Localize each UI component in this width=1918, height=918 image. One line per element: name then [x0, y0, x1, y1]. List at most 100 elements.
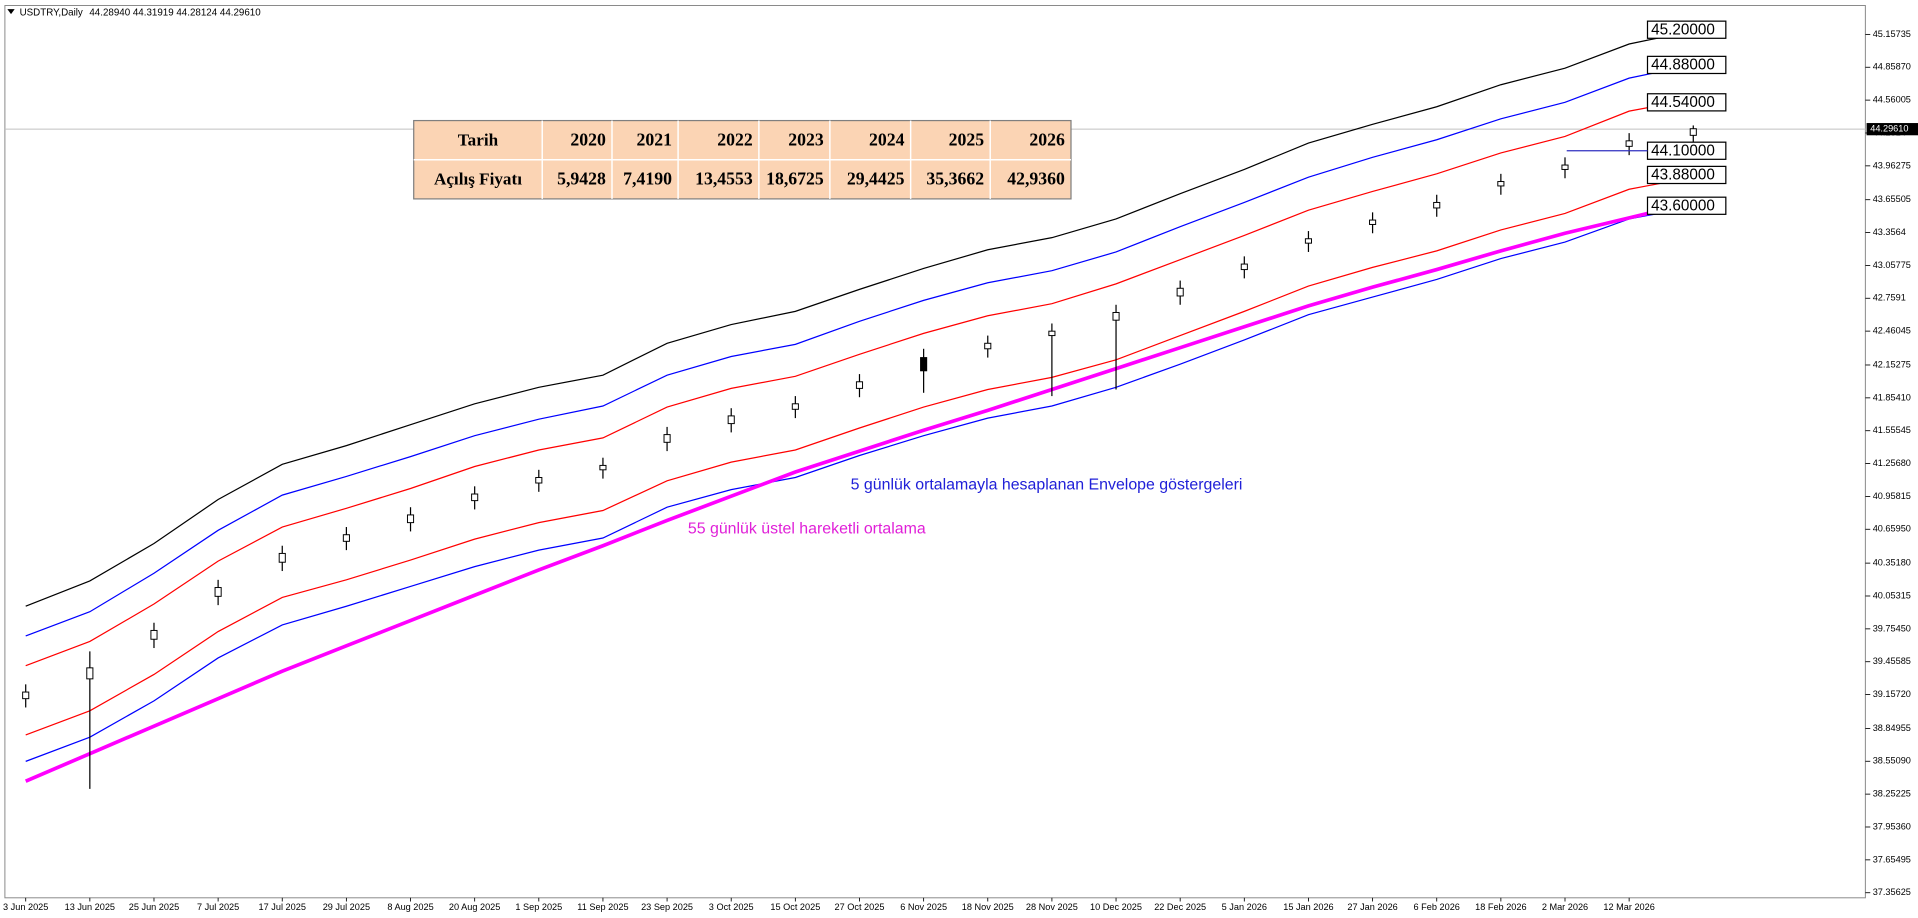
- candle-body: [1176, 287, 1184, 297]
- candle-body: [727, 415, 735, 425]
- x-tick-label: 6 Nov 2025: [900, 902, 947, 912]
- x-tick-label: 28 Nov 2025: [1026, 902, 1078, 912]
- table-cell: 2022: [717, 129, 753, 149]
- y-tick-label: 40.95815: [1873, 491, 1911, 501]
- table-cell: 2023: [788, 129, 824, 149]
- plot-frame: [4, 5, 1866, 899]
- candle-body: [1625, 140, 1633, 147]
- y-tick-label: 38.84955: [1873, 723, 1911, 733]
- table-cell: 7,4190: [623, 169, 672, 189]
- y-tick-label: 44.85870: [1873, 62, 1911, 72]
- table-cell: 2026: [1029, 129, 1065, 149]
- table-cell: 18,6725: [766, 169, 824, 189]
- candle-body: [663, 434, 671, 443]
- candle-body: [855, 381, 864, 389]
- candle-body: [599, 464, 607, 471]
- level-box: [1646, 20, 1727, 39]
- y-tick-label: 40.65950: [1873, 524, 1911, 534]
- indicator-line: [25, 206, 1694, 762]
- candle-body: [86, 667, 94, 680]
- price-table: Tarih 2020 2021 2022 2023 2024 2025 2026 Açılış …: [413, 119, 1072, 200]
- x-tick-label: 15 Oct 2025: [770, 902, 820, 912]
- table-cell: 2020: [570, 129, 606, 149]
- y-tick-label: 37.35625: [1873, 887, 1911, 897]
- level-box: [1646, 55, 1727, 75]
- y-tick-label: 45.15735: [1873, 29, 1911, 39]
- candle-body: [278, 552, 286, 563]
- table-cell: 2021: [637, 129, 672, 149]
- x-tick-label: 23 Sep 2025: [641, 902, 693, 912]
- y-tick-label: 39.45585: [1873, 656, 1911, 666]
- level-label: 44.88000: [1651, 57, 1715, 74]
- candle-body: [920, 357, 928, 372]
- y-tick-label: 38.25225: [1873, 789, 1911, 799]
- x-tick-label: 1 Sep 2025: [515, 902, 562, 912]
- level-label: 44.10000: [1651, 142, 1715, 159]
- x-tick-label: 18 Feb 2026: [1475, 902, 1526, 912]
- candle-body: [471, 493, 479, 502]
- x-tick-label: 13 Jun 2025: [65, 902, 115, 912]
- indicator-line: [24, 200, 1694, 783]
- y-tick-label: 43.05775: [1873, 260, 1911, 270]
- current-price-box: [1866, 123, 1918, 136]
- candle-body: [1689, 128, 1697, 136]
- x-tick-label: 10 Dec 2025: [1090, 902, 1142, 912]
- x-tick-label: 17 Jul 2025: [259, 902, 306, 912]
- table-cell: 2025: [949, 129, 985, 149]
- annotation: 55 günlük üstel hareketli ortalama: [688, 521, 926, 538]
- level-box: [1646, 196, 1727, 215]
- indicator-line: [25, 98, 1694, 667]
- candle-body: [214, 587, 222, 597]
- y-tick-label: 37.95360: [1873, 821, 1911, 831]
- table-cell: 5,9428: [557, 169, 606, 189]
- indicator-line: [25, 64, 1694, 637]
- table-cell: 29,4425: [847, 169, 905, 189]
- level-box: [1646, 93, 1727, 112]
- indicator-line: [25, 176, 1694, 736]
- y-tick-label: 43.3564: [1873, 227, 1906, 237]
- y-tick-label: 42.15275: [1873, 359, 1911, 369]
- x-tick-label: 7 Jul 2025: [197, 902, 239, 912]
- y-tick-label: 41.85410: [1873, 392, 1911, 402]
- y-tick-label: 44.56005: [1873, 95, 1911, 105]
- x-tick-label: 29 Jul 2025: [323, 902, 370, 912]
- y-tick-label: 41.55545: [1873, 425, 1911, 435]
- y-tick-label: 38.55090: [1873, 756, 1911, 766]
- x-tick-label: 20 Aug 2025: [449, 902, 500, 912]
- symbol-title: USDTRY,Daily: [20, 7, 83, 18]
- level-label: 44.54000: [1651, 94, 1715, 111]
- y-tick-label: 39.15720: [1873, 689, 1911, 699]
- level-label: 43.60000: [1651, 197, 1715, 214]
- y-tick-label: 40.35180: [1873, 558, 1911, 568]
- candle-body: [406, 514, 415, 524]
- candle-body: [1561, 164, 1569, 170]
- level-label: 43.88000: [1651, 167, 1715, 184]
- x-tick-label: 27 Jan 2026: [1347, 902, 1397, 912]
- candle-body: [535, 477, 543, 484]
- x-tick-label: 11 Sep 2025: [577, 902, 628, 912]
- level-label: 45.20000: [1651, 21, 1715, 38]
- current-price-label: 44.29610: [1870, 124, 1908, 134]
- candle-body: [22, 691, 30, 700]
- menu-arrow: [7, 9, 15, 15]
- x-tick-label: 18 Nov 2025: [962, 902, 1014, 912]
- table-cell: Tarih: [458, 130, 499, 149]
- table-cell: 2024: [869, 129, 905, 149]
- candle-body: [1497, 181, 1505, 187]
- candle-body: [1369, 219, 1377, 225]
- x-tick-label: 22 Dec 2025: [1154, 902, 1206, 912]
- candle-body: [1112, 311, 1120, 321]
- y-tick-label: 41.25680: [1873, 458, 1911, 468]
- y-tick-label: 37.65495: [1873, 854, 1911, 864]
- x-tick-label: 3 Jun 2025: [3, 902, 48, 912]
- level-box: [1646, 165, 1727, 185]
- candle-body: [1240, 263, 1248, 271]
- candle-body: [1048, 330, 1056, 337]
- y-tick-label: 39.75450: [1873, 623, 1911, 633]
- candle-body: [791, 403, 799, 410]
- table-cell: 13,4553: [695, 169, 753, 189]
- y-tick-label: 43.96275: [1873, 160, 1911, 170]
- y-tick-label: 42.46045: [1873, 326, 1911, 336]
- table-cell: 35,3662: [926, 169, 984, 189]
